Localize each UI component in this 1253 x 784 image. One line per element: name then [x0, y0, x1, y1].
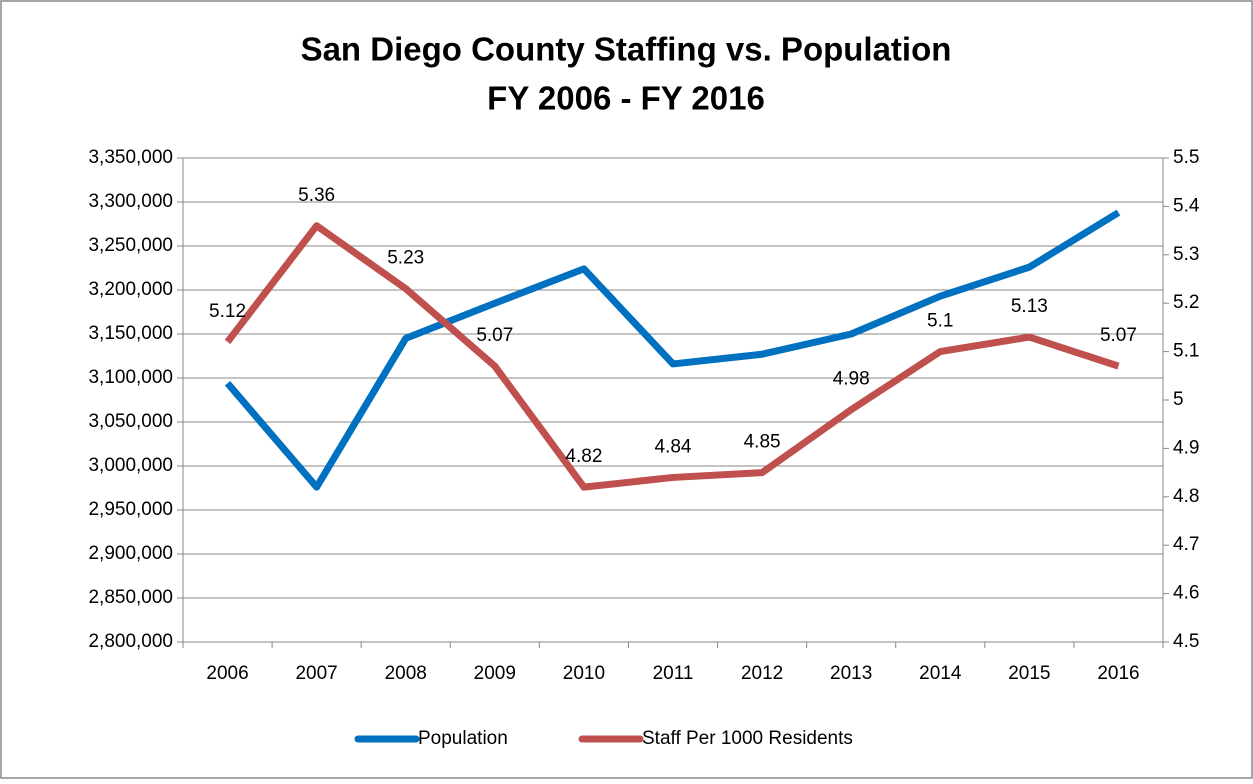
data-label: 4.98: [833, 369, 870, 390]
data-label: 4.84: [655, 436, 692, 457]
x-tick-label: 2014: [919, 663, 962, 684]
y2-tick-label: 5.1: [1173, 341, 1199, 362]
data-label: 5.36: [298, 185, 335, 206]
y-tick-label: 2,800,000: [88, 631, 173, 652]
y-tick-label: 2,900,000: [88, 543, 173, 564]
data-label: 5.07: [1100, 325, 1137, 346]
y-tick-label: 3,250,000: [88, 235, 173, 256]
y-tick-label: 2,950,000: [88, 499, 173, 520]
chart-title: San Diego County Staffing vs. Population: [301, 31, 952, 68]
y2-tick-label: 4.6: [1173, 583, 1199, 604]
data-label: 5.1: [927, 311, 953, 332]
y-tick-label: 3,350,000: [88, 147, 173, 168]
chart-subtitle: FY 2006 - FY 2016: [487, 80, 765, 117]
y2-tick-label: 5.4: [1173, 195, 1200, 216]
y-tick-label: 3,300,000: [88, 191, 173, 212]
y2-tick-label: 5.5: [1173, 147, 1199, 168]
x-tick-label: 2007: [295, 663, 337, 684]
data-label: 4.82: [565, 446, 602, 467]
x-tick-label: 2011: [653, 663, 694, 684]
y-tick-label: 3,100,000: [88, 367, 173, 388]
y2-tick-label: 4.7: [1173, 534, 1199, 555]
x-tick-label: 2015: [1008, 663, 1050, 684]
x-tick-label: 2016: [1097, 663, 1139, 684]
data-label: 5.12: [209, 301, 246, 322]
y2-tick-label: 5.2: [1173, 292, 1199, 313]
y-tick-label: 3,200,000: [88, 279, 173, 300]
data-label: 5.07: [476, 325, 513, 346]
x-tick-label: 2008: [385, 663, 427, 684]
y2-tick-label: 4.9: [1173, 437, 1199, 458]
legend-label: Staff Per 1000 Residents: [642, 728, 853, 749]
y-tick-label: 3,050,000: [88, 411, 173, 432]
y2-tick-label: 5: [1173, 389, 1184, 410]
y-tick-label: 2,850,000: [88, 587, 173, 608]
y-tick-label: 3,000,000: [88, 455, 173, 476]
series-line: [224, 209, 1121, 491]
y-tick-label: 3,150,000: [88, 323, 173, 344]
y2-tick-label: 5.3: [1173, 244, 1199, 265]
y2-tick-label: 4.5: [1173, 631, 1199, 652]
x-tick-label: 2006: [206, 663, 248, 684]
series-line: [224, 222, 1120, 491]
data-label: 4.85: [744, 432, 781, 453]
legend-label: Population: [418, 728, 508, 749]
data-label: 5.13: [1011, 296, 1048, 317]
x-tick-label: 2013: [830, 663, 872, 684]
x-tick-label: 2010: [563, 663, 605, 684]
x-tick-label: 2009: [474, 663, 516, 684]
y2-tick-label: 4.8: [1173, 486, 1199, 507]
x-tick-label: 2012: [741, 663, 783, 684]
data-label: 5.23: [387, 248, 424, 269]
